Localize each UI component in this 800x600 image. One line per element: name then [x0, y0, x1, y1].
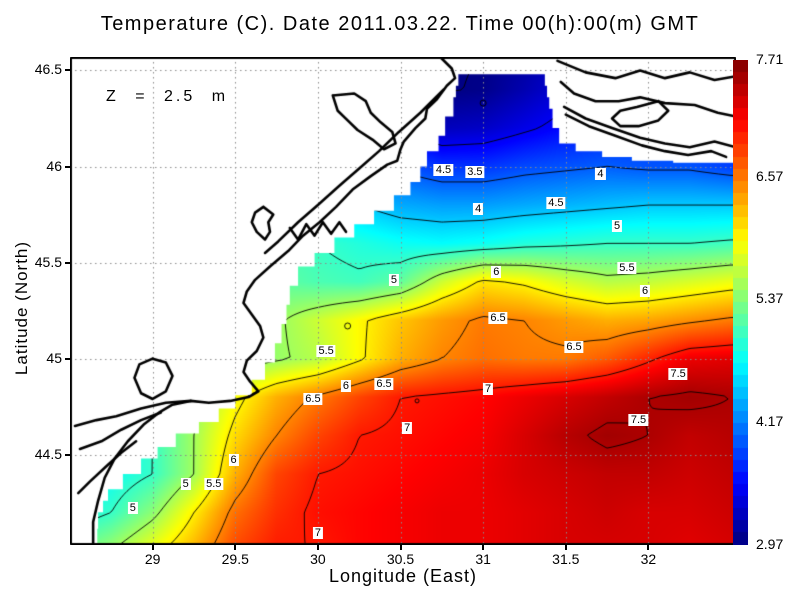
y-tick-mark — [65, 69, 70, 72]
x-tick-mark — [234, 545, 237, 550]
temperature-map-canvas — [70, 57, 736, 545]
colorbar-tick-label: 4.17 — [756, 413, 784, 430]
x-tick-mark — [399, 545, 402, 550]
colorbar-tick-label: 2.97 — [756, 536, 784, 552]
x-axis-title: Longitude (East) — [328, 566, 478, 586]
x-tick-mark — [564, 545, 567, 550]
y-tick-mark — [65, 165, 70, 168]
y-tick-label: 45 — [46, 349, 62, 366]
colorbar-tick-label: 5.37 — [756, 290, 784, 307]
depth-annotation: Z = 2.5 m — [106, 88, 229, 105]
x-tick-label: 31.5 — [552, 551, 580, 567]
colorbar-gradient — [733, 60, 748, 545]
y-tick-label: 46 — [46, 157, 62, 174]
colorbar-tick-label: 6.57 — [756, 167, 784, 184]
x-tick-mark — [151, 545, 154, 550]
x-tick-label: 31 — [475, 551, 491, 567]
x-tick-mark — [647, 545, 650, 550]
y-tick-label: 46.5 — [34, 61, 62, 78]
x-tick-mark — [482, 545, 485, 550]
x-tick-label: 29.5 — [221, 551, 249, 567]
y-tick-mark — [65, 357, 70, 360]
x-tick-label: 30 — [310, 551, 326, 567]
x-tick-label: 29 — [144, 551, 161, 567]
y-tick-label: 45.5 — [34, 253, 62, 270]
y-tick-label: 44.5 — [34, 445, 62, 462]
plot-title: Temperature (C). Date 2011.03.22. Time 0… — [100, 13, 700, 35]
x-tick-label: 32 — [640, 551, 657, 567]
colorbar-tick-label: 7.71 — [756, 51, 784, 67]
y-tick-mark — [65, 453, 70, 456]
x-tick-mark — [316, 545, 319, 550]
x-tick-label: 30.5 — [386, 551, 415, 567]
y-tick-mark — [65, 261, 70, 264]
